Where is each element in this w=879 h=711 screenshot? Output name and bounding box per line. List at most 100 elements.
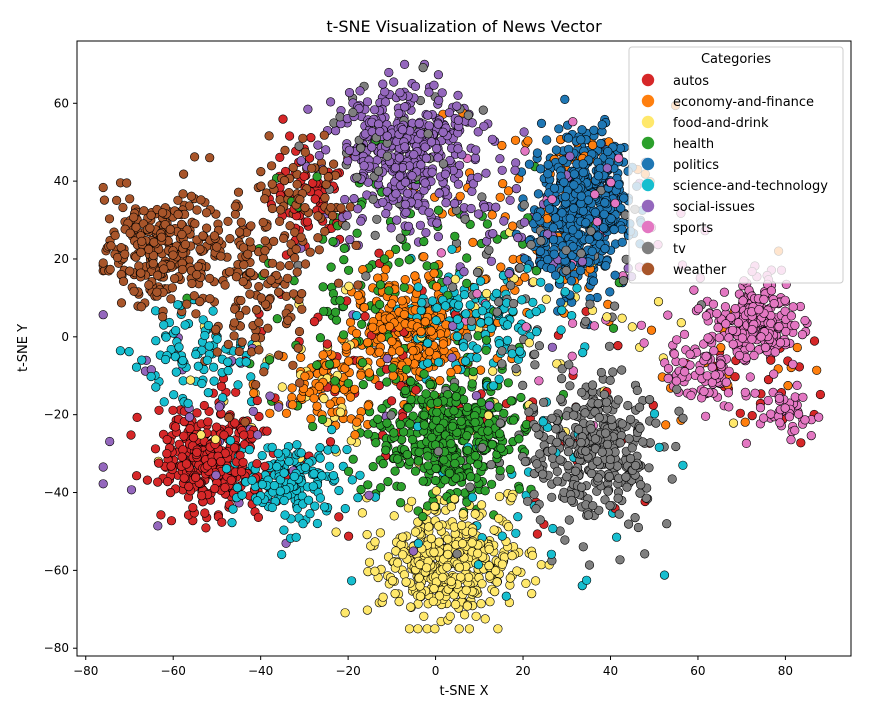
data-point-science-and-technology — [279, 525, 289, 535]
data-point-science-and-technology — [232, 483, 242, 493]
data-point-health — [363, 429, 373, 439]
data-point-sports — [606, 177, 616, 188]
data-point-sports — [755, 403, 766, 413]
data-point-weather — [300, 147, 310, 157]
data-point-food-and-drink — [438, 572, 448, 583]
data-point-science-and-technology — [237, 490, 247, 500]
data-point-tv — [578, 542, 588, 552]
data-point-sports — [769, 299, 779, 309]
data-point-sports — [714, 333, 724, 343]
data-point-weather — [251, 380, 261, 390]
data-point-social-issues — [381, 209, 391, 219]
data-point-autos — [162, 435, 172, 445]
data-point-tv — [630, 512, 640, 523]
data-point-weather — [254, 317, 264, 328]
data-point-weather — [260, 246, 270, 256]
data-point-tv — [564, 515, 574, 525]
data-point-tv — [472, 267, 483, 278]
data-point-science-and-technology — [284, 456, 294, 467]
data-point-food-and-drink — [406, 602, 416, 612]
data-point-politics — [549, 183, 560, 193]
data-point-tv — [635, 488, 645, 498]
data-point-weather — [196, 195, 206, 205]
data-point-food-and-drink — [443, 534, 453, 544]
data-point-tv — [452, 549, 462, 559]
data-point-weather — [191, 309, 201, 319]
data-point-tv — [584, 560, 595, 570]
data-point-health — [396, 482, 406, 492]
data-point-politics — [548, 223, 559, 233]
data-point-food-and-drink — [434, 537, 444, 547]
data-point-weather — [225, 267, 235, 277]
data-point-health — [450, 458, 460, 469]
data-point-social-issues — [356, 216, 366, 226]
data-point-tv — [623, 400, 633, 411]
data-point-social-issues — [484, 400, 495, 411]
data-point-science-and-technology — [252, 496, 262, 506]
data-point-economy-and-finance — [429, 268, 439, 278]
data-point-health — [377, 404, 387, 414]
data-point-health — [419, 369, 429, 379]
data-point-tv — [548, 453, 558, 463]
data-point-food-and-drink — [497, 559, 508, 569]
data-point-health — [348, 454, 358, 464]
data-point-science-and-technology — [459, 290, 470, 300]
data-point-economy-and-finance — [318, 350, 328, 360]
data-point-economy-and-finance — [385, 322, 395, 332]
data-point-economy-and-finance — [783, 381, 793, 391]
data-point-tv — [627, 443, 637, 453]
data-point-tv — [565, 437, 575, 447]
data-point-politics — [593, 231, 603, 241]
data-point-health — [382, 418, 392, 428]
data-point-economy-and-finance — [376, 333, 386, 343]
data-point-food-and-drink — [331, 527, 341, 537]
data-point-social-issues — [470, 153, 481, 163]
data-point-science-and-technology — [536, 277, 546, 287]
data-point-health — [480, 486, 490, 496]
data-point-sports — [723, 388, 734, 398]
data-point-social-issues — [353, 204, 363, 214]
data-point-social-issues — [491, 202, 501, 212]
data-point-sports — [701, 311, 712, 321]
data-point-health — [476, 397, 486, 408]
data-point-science-and-technology — [340, 504, 350, 514]
data-point-health — [531, 266, 541, 276]
data-point-autos — [168, 405, 178, 415]
data-point-tv — [494, 297, 504, 307]
data-point-health — [328, 237, 338, 247]
data-point-autos — [334, 512, 344, 522]
data-point-economy-and-finance — [496, 262, 506, 272]
data-point-health — [395, 419, 406, 430]
data-point-social-issues — [505, 195, 515, 205]
data-point-economy-and-finance — [388, 371, 398, 381]
data-point-weather — [295, 195, 305, 205]
data-point-autos — [199, 400, 209, 411]
data-point-social-issues — [467, 186, 477, 196]
data-point-health — [421, 389, 431, 399]
data-point-social-issues — [303, 104, 313, 114]
data-point-economy-and-finance — [376, 358, 386, 368]
data-point-food-and-drink — [541, 294, 551, 304]
data-point-science-and-technology — [244, 445, 255, 455]
data-point-social-issues — [420, 178, 430, 188]
data-point-autos — [126, 430, 136, 440]
data-point-politics — [576, 191, 586, 201]
data-point-weather — [288, 360, 298, 370]
data-point-health — [431, 463, 441, 474]
data-point-health — [516, 392, 526, 403]
data-point-tv — [536, 236, 546, 246]
data-point-weather — [125, 194, 135, 204]
data-point-social-issues — [432, 218, 442, 228]
data-point-politics — [578, 167, 588, 178]
data-point-economy-and-finance — [281, 408, 292, 418]
data-point-food-and-drink — [492, 577, 502, 587]
data-point-sports — [774, 322, 784, 332]
data-point-social-issues — [389, 77, 399, 87]
data-point-health — [315, 333, 326, 343]
data-point-health — [514, 484, 525, 494]
data-point-sports — [710, 370, 720, 380]
data-point-health — [390, 466, 400, 476]
data-point-autos — [238, 457, 248, 468]
data-point-tv — [534, 341, 545, 351]
data-point-politics — [569, 169, 580, 179]
